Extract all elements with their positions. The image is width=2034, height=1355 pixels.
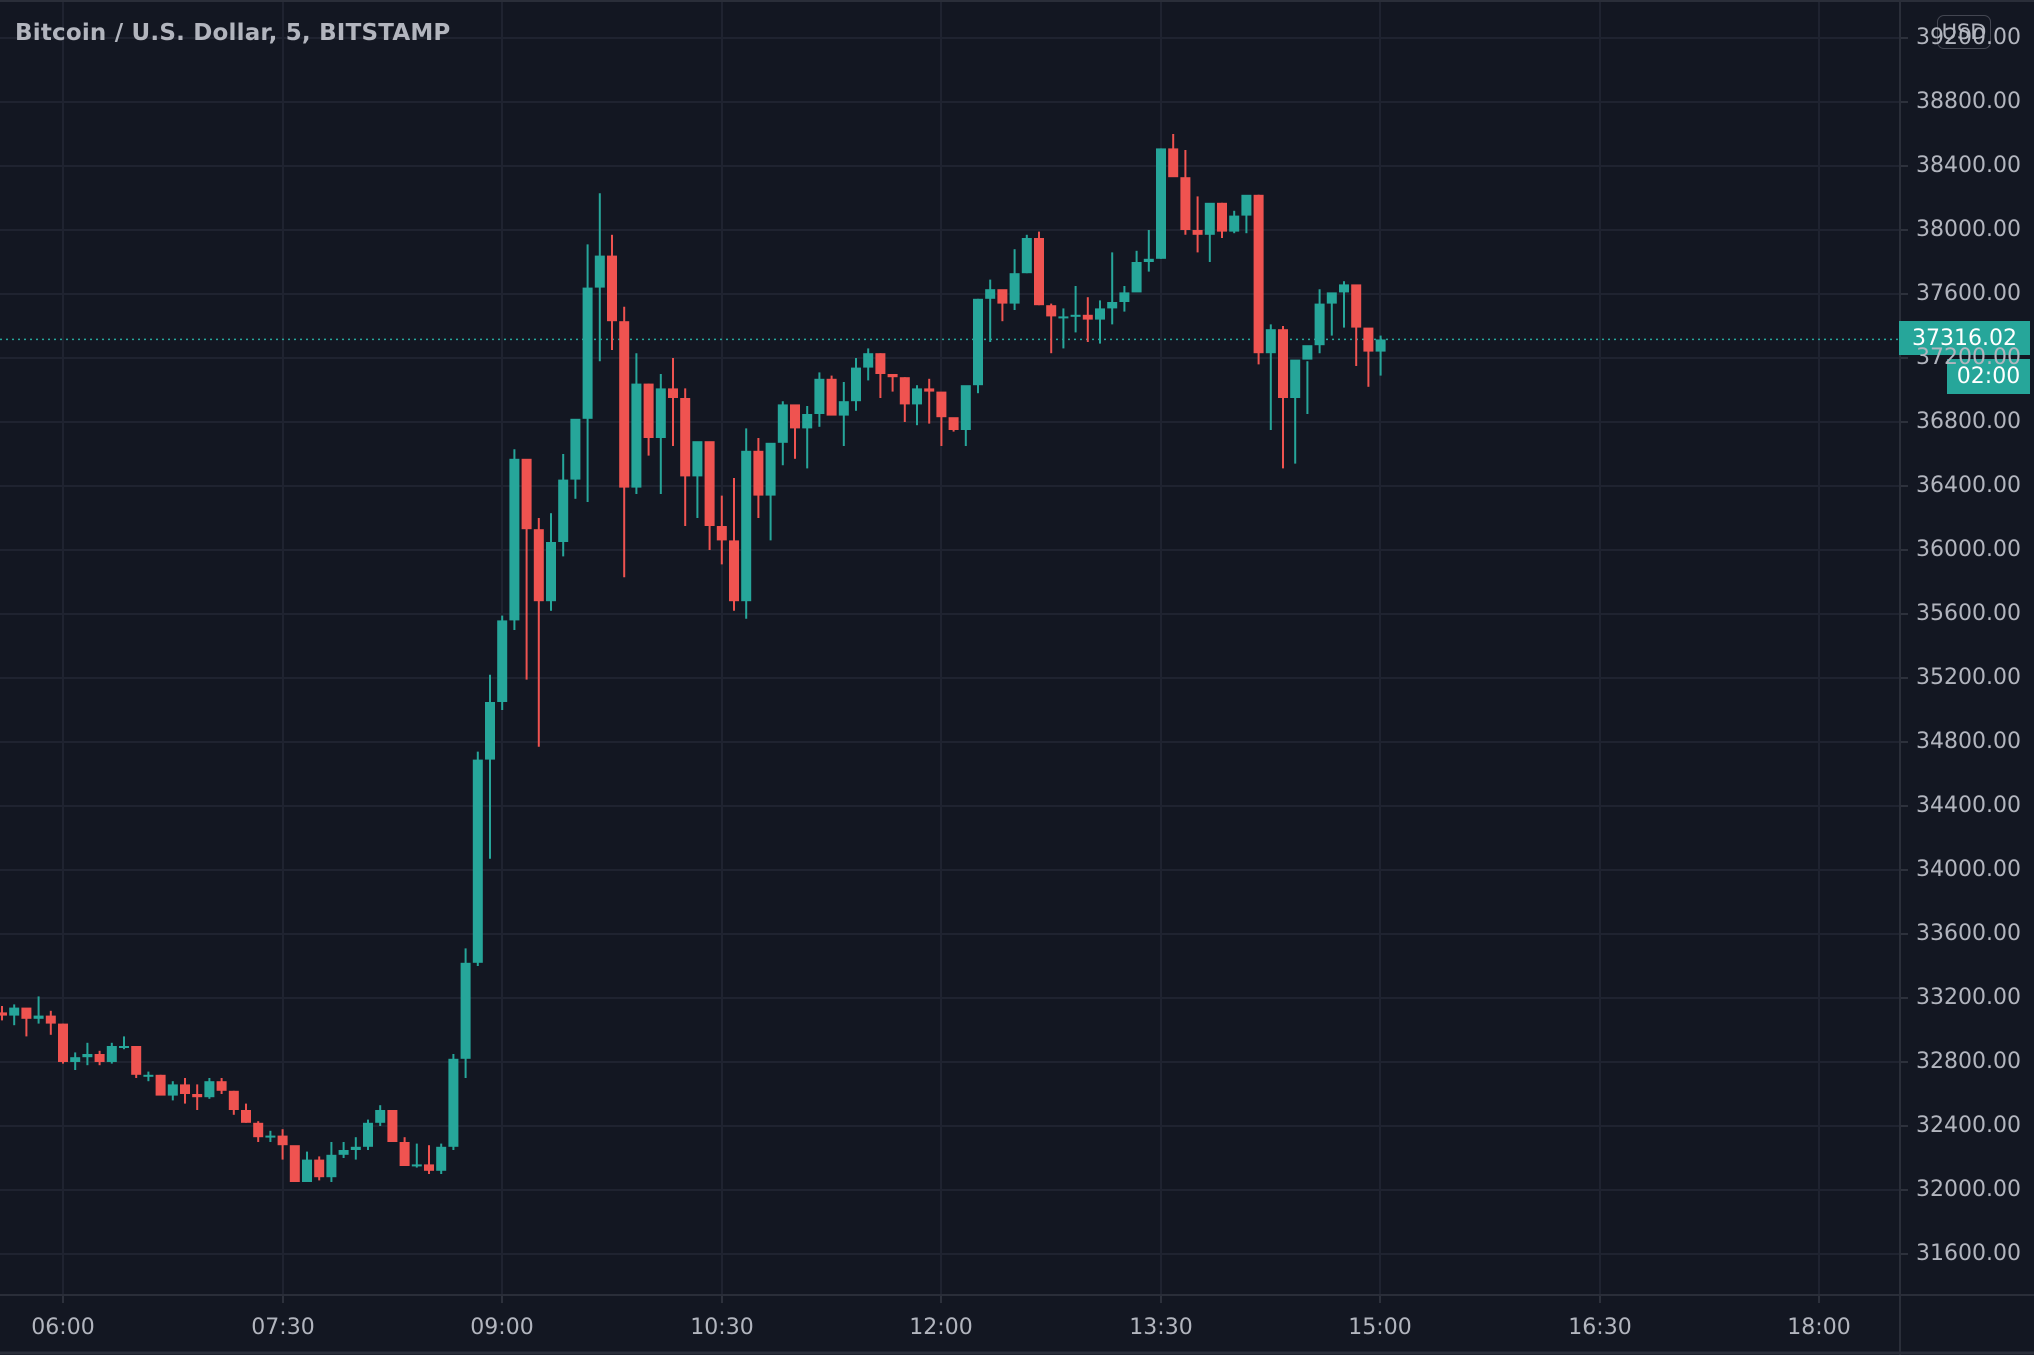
price-tick-label: 32800.00 bbox=[1916, 1049, 2021, 1074]
price-tick-label: 31600.00 bbox=[1916, 1241, 2021, 1266]
price-tick-label: 38400.00 bbox=[1916, 153, 2021, 178]
time-tick-label: 15:00 bbox=[1348, 1315, 1412, 1340]
time-tick-label: 18:00 bbox=[1787, 1315, 1851, 1340]
symbol-title: Bitcoin / U.S. Dollar, 5, BITSTAMP bbox=[15, 20, 451, 46]
price-tick-label: 34400.00 bbox=[1916, 793, 2021, 818]
time-tick-label: 09:00 bbox=[470, 1315, 534, 1340]
price-tick-label: 36800.00 bbox=[1916, 409, 2021, 434]
price-tick-label: 33600.00 bbox=[1916, 921, 2021, 946]
price-tick-label: 37600.00 bbox=[1916, 281, 2021, 306]
price-tick-label: 35600.00 bbox=[1916, 601, 2021, 626]
price-tick-label: 37200.00 bbox=[1916, 345, 2021, 370]
time-tick-label: 16:30 bbox=[1568, 1315, 1632, 1340]
price-tick-label: 33200.00 bbox=[1916, 985, 2021, 1010]
price-tick-label: 34800.00 bbox=[1916, 729, 2021, 754]
time-tick-label: 10:30 bbox=[690, 1315, 754, 1340]
price-tick-label: 38000.00 bbox=[1916, 217, 2021, 242]
time-tick-label: 12:00 bbox=[909, 1315, 973, 1340]
time-tick-label: 07:30 bbox=[251, 1315, 315, 1340]
price-tick-label: 36000.00 bbox=[1916, 537, 2021, 562]
price-tick-label: 35200.00 bbox=[1916, 665, 2021, 690]
price-tick-label: 36400.00 bbox=[1916, 473, 2021, 498]
price-tick-label: 34000.00 bbox=[1916, 857, 2021, 882]
price-tick-label: 38800.00 bbox=[1916, 89, 2021, 114]
price-tick-label: 32000.00 bbox=[1916, 1177, 2021, 1202]
price-tick-label: 39200.00 bbox=[1916, 25, 2021, 50]
currency-button[interactable]: USD bbox=[1937, 15, 1991, 49]
time-tick-label: 06:00 bbox=[31, 1315, 95, 1340]
last-price-label: 37316.02 bbox=[1899, 321, 2030, 355]
price-tick-label: 32400.00 bbox=[1916, 1113, 2021, 1138]
candle-countdown-label: 02:00 bbox=[1947, 359, 2030, 394]
time-tick-label: 13:30 bbox=[1129, 1315, 1193, 1340]
